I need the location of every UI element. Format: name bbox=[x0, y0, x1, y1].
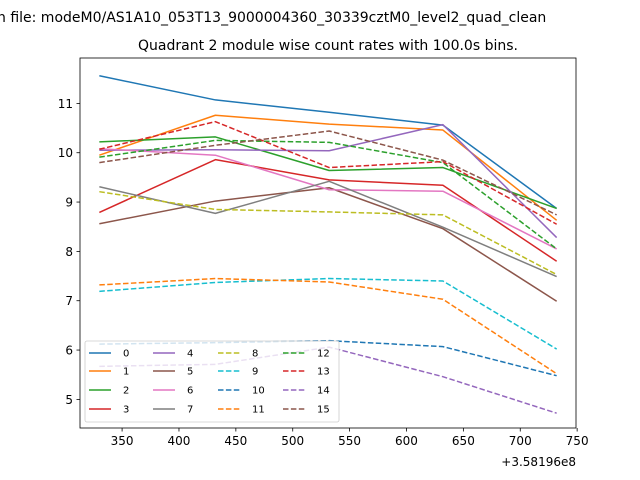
legend-label-5: 5 bbox=[187, 367, 193, 378]
legend-label-6: 6 bbox=[187, 386, 193, 397]
legend-label-10: 10 bbox=[252, 386, 265, 397]
legend-label-3: 3 bbox=[123, 405, 129, 416]
y-tick-label: 11 bbox=[58, 97, 73, 111]
figure-suptitle: n file: modeM0/AS1A10_053T13_9000004360_… bbox=[0, 10, 546, 26]
y-tick-label: 7 bbox=[65, 294, 73, 308]
series-line-12 bbox=[99, 139, 558, 250]
legend-label-12: 12 bbox=[317, 349, 330, 360]
legend-label-14: 14 bbox=[317, 386, 330, 397]
legend-label-15: 15 bbox=[317, 405, 330, 416]
x-offset-label: +3.58196e8 bbox=[501, 455, 576, 469]
y-axis: 5 6 7 8 9 10 11 bbox=[58, 97, 80, 407]
series-line-8 bbox=[99, 190, 558, 276]
x-tick-label: 400 bbox=[168, 434, 191, 448]
legend-label-1: 1 bbox=[123, 367, 129, 378]
legend-box bbox=[84, 340, 340, 423]
legend-label-0: 0 bbox=[123, 349, 129, 360]
legend-label-7: 7 bbox=[187, 405, 193, 416]
x-tick-label: 600 bbox=[395, 434, 418, 448]
series-line-1 bbox=[99, 114, 558, 221]
y-tick-label: 6 bbox=[65, 344, 73, 358]
series-line-4 bbox=[99, 123, 558, 239]
x-tick-label: 700 bbox=[509, 434, 532, 448]
series-line-0 bbox=[99, 75, 558, 210]
y-tick-label: 8 bbox=[65, 245, 73, 259]
series-layer bbox=[99, 75, 558, 414]
y-tick-label: 9 bbox=[65, 196, 73, 210]
plot-frame bbox=[79, 57, 577, 429]
legend-label-9: 9 bbox=[252, 367, 258, 378]
legend-label-8: 8 bbox=[252, 349, 258, 360]
series-line-2 bbox=[99, 136, 557, 210]
series-line-9 bbox=[99, 277, 558, 350]
y-tick-label: 10 bbox=[58, 146, 73, 160]
series-line-5 bbox=[99, 187, 558, 302]
x-tick-label: 550 bbox=[338, 434, 361, 448]
chart-title: Quadrant 2 module wise count rates with … bbox=[138, 38, 518, 54]
legend-label-4: 4 bbox=[187, 349, 193, 360]
x-tick-label: 750 bbox=[566, 434, 589, 448]
legend-label-2: 2 bbox=[123, 386, 129, 397]
y-tick-label: 5 bbox=[65, 393, 73, 407]
series-line-7 bbox=[99, 180, 557, 278]
series-line-6 bbox=[99, 148, 557, 250]
x-tick-label: 350 bbox=[111, 434, 134, 448]
x-axis: 350 400 450 500 550 600 650 700 750 bbox=[111, 428, 589, 448]
series-line-15 bbox=[99, 130, 557, 216]
x-tick-label: 500 bbox=[281, 434, 304, 448]
legend-label-13: 13 bbox=[317, 367, 330, 378]
x-tick-label: 650 bbox=[452, 434, 475, 448]
legend-label-11: 11 bbox=[252, 405, 265, 416]
series-line-13 bbox=[99, 120, 558, 225]
x-tick-label: 450 bbox=[224, 434, 247, 448]
series-line-11 bbox=[99, 277, 558, 375]
